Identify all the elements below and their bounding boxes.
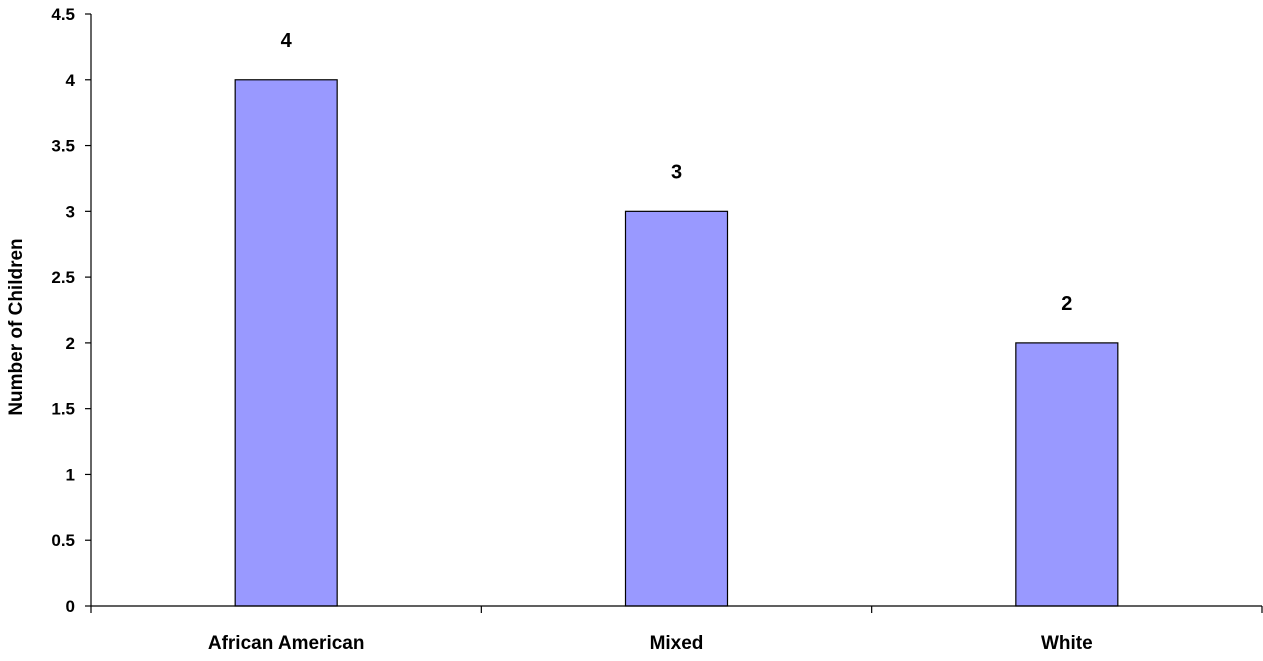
- y-tick-label: 4: [66, 71, 76, 90]
- x-tick-label: Mixed: [650, 633, 704, 654]
- data-label: 2: [1061, 293, 1072, 315]
- data-label: 3: [671, 161, 682, 183]
- data-label: 4: [281, 30, 293, 52]
- y-axis: 0 0.5 1 1.5 2 2.5 3 3.5 4 4.5: [51, 5, 92, 616]
- x-tick-label: White: [1041, 633, 1093, 654]
- x-tick-label: African American: [208, 633, 365, 654]
- bar-african-american: [234, 79, 338, 607]
- x-axis: African American Mixed White: [90, 605, 1263, 654]
- bar-white: [1015, 342, 1119, 607]
- bar-mixed: [624, 210, 729, 607]
- y-tick-label: 0.5: [51, 531, 75, 550]
- y-tick-label: 2: [66, 334, 75, 353]
- y-axis-title: Number of Children: [6, 238, 27, 415]
- y-tick-label: 3: [66, 202, 75, 221]
- bars-group: [234, 79, 1119, 607]
- y-tick-label: 4.5: [51, 5, 75, 24]
- y-tick-label: 1: [66, 465, 75, 484]
- data-labels-group: 4 3 2: [281, 30, 1073, 315]
- y-tick-label: 3.5: [51, 137, 75, 156]
- y-tick-label: 0: [66, 597, 75, 616]
- y-tick-label: 2.5: [51, 268, 75, 287]
- y-tick-label: 1.5: [51, 400, 75, 419]
